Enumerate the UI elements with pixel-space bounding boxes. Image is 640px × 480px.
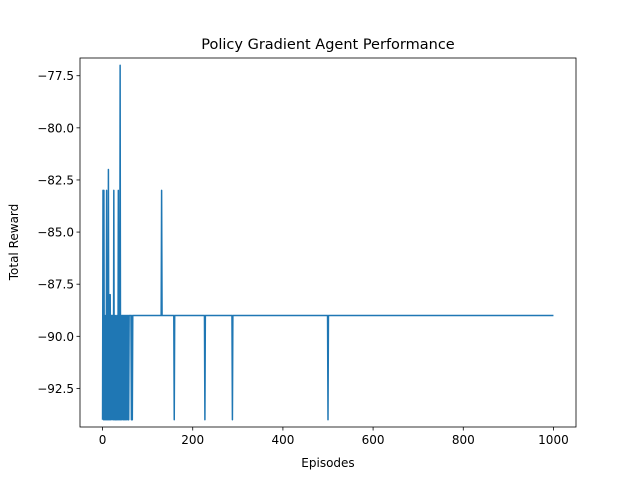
x-tick-label: 600	[362, 433, 385, 447]
x-tick-label: 400	[271, 433, 294, 447]
series-line-0	[101, 64, 554, 421]
x-tick-label: 200	[181, 433, 204, 447]
x-tick-label: 800	[452, 433, 475, 447]
y-tick-label: −90.0	[37, 330, 74, 344]
y-tick-label: −87.5	[37, 278, 74, 292]
x-tick-label: 1000	[538, 433, 569, 447]
y-tick-label: −82.5	[37, 173, 74, 187]
plot-frame	[79, 57, 577, 428]
axis-ticks: 0 200 400 600 800 1000 −92.5 −90.0 −87.5 −85.0 −82…	[37, 69, 569, 447]
chart-title: Policy Gradient Agent Performance	[201, 37, 455, 53]
y-tick-label: −80.0	[37, 121, 74, 135]
y-axis-label: Total Reward	[7, 204, 21, 282]
x-tick-label: 0	[99, 433, 107, 447]
y-tick-label: −77.5	[37, 69, 74, 83]
y-tick-label: −92.5	[37, 382, 74, 396]
x-axis-label: Episodes	[301, 456, 354, 470]
series-group	[101, 64, 554, 421]
y-tick-label: −85.0	[37, 226, 74, 240]
